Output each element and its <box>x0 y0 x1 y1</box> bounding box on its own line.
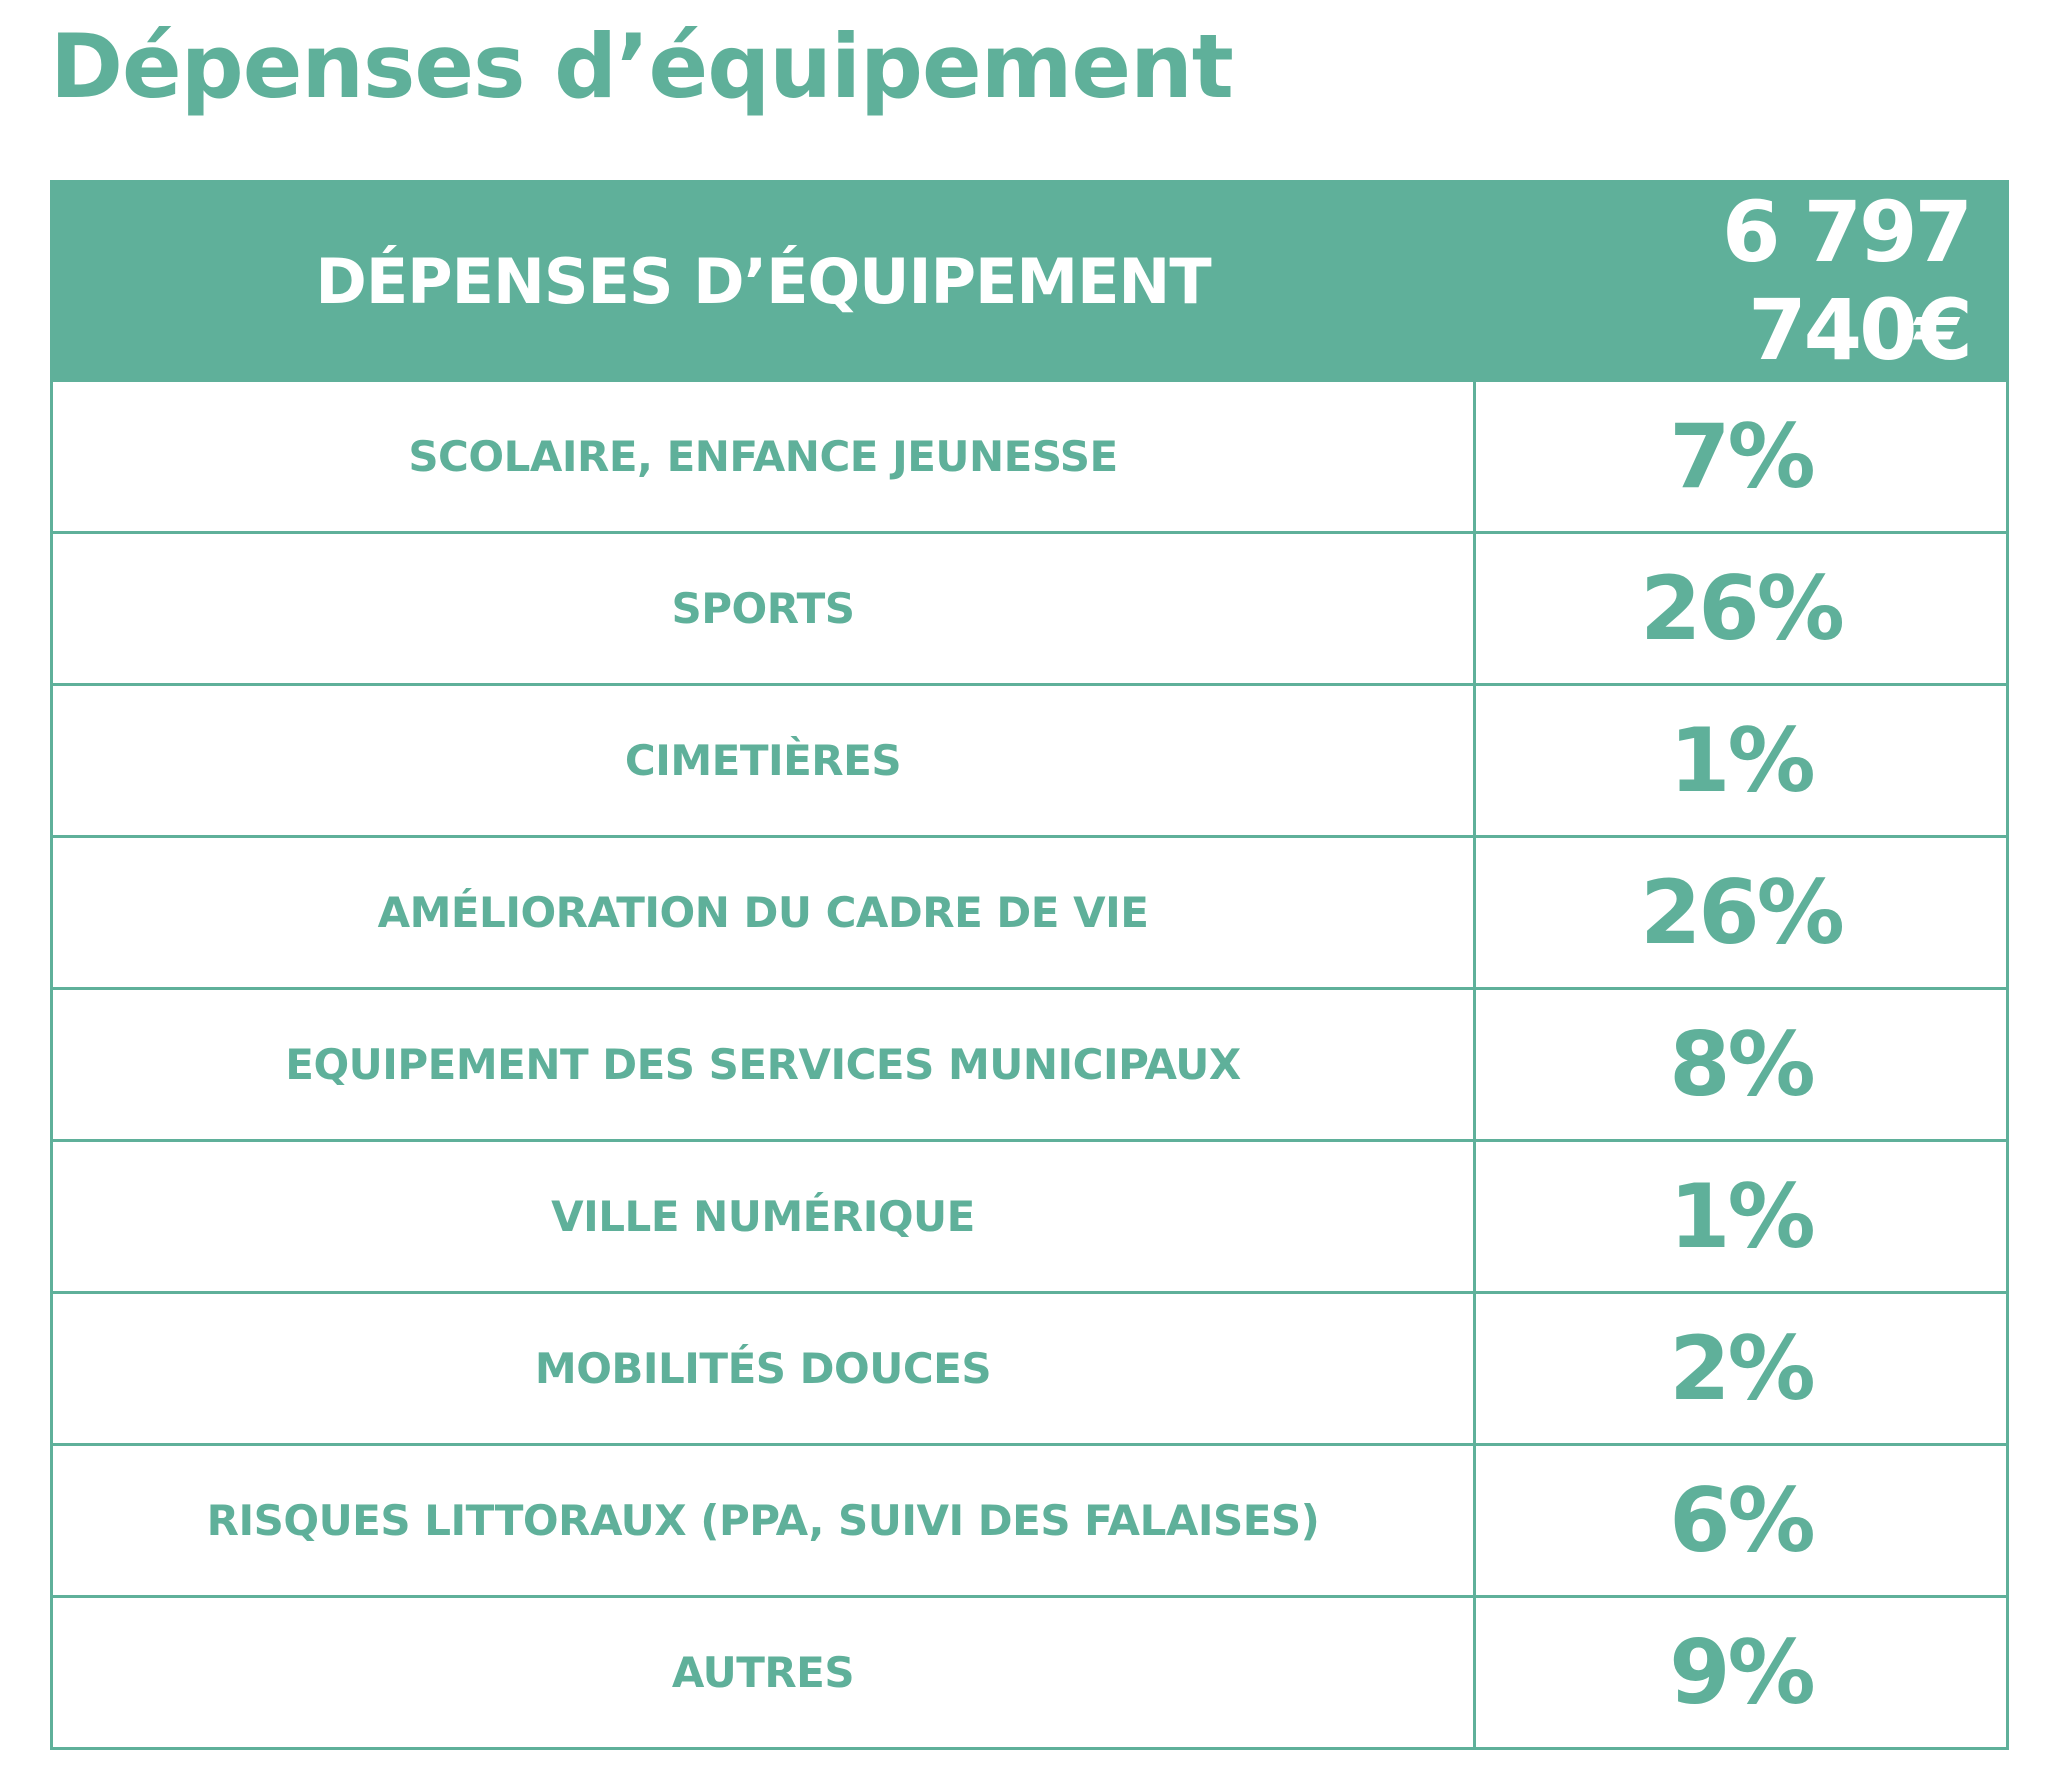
row-category: EQUIPEMENT DES SERVICES MUNICIPAUX <box>50 987 1476 1142</box>
row-category: SCOLAIRE, ENFANCE JEUNESSE <box>50 379 1476 534</box>
table-body: SCOLAIRE, ENFANCE JEUNESSE 7% SPORTS 26%… <box>50 379 2009 1750</box>
row-category: RISQUES LITTORAUX (PPA, SUIVI DES FALAIS… <box>50 1443 1476 1598</box>
row-share: 6% <box>1473 1443 2009 1598</box>
header-label: DÉPENSES D’ÉQUIPEMENT <box>50 180 1476 382</box>
row-category: SPORTS <box>50 531 1476 686</box>
table-row: SPORTS 26% <box>50 531 2009 686</box>
row-share: 26% <box>1473 835 2009 990</box>
row-share: 1% <box>1473 1139 2009 1294</box>
page-title: Dépenses d’équipement <box>50 15 1234 118</box>
table-row: AMÉLIORATION DU CADRE DE VIE 26% <box>50 835 2009 990</box>
row-category: AUTRES <box>50 1595 1476 1750</box>
row-share: 1% <box>1473 683 2009 838</box>
table-row: CIMETIÈRES 1% <box>50 683 2009 838</box>
row-category: CIMETIÈRES <box>50 683 1476 838</box>
table-row: SCOLAIRE, ENFANCE JEUNESSE 7% <box>50 379 2009 534</box>
table-row: RISQUES LITTORAUX (PPA, SUIVI DES FALAIS… <box>50 1443 2009 1598</box>
spending-table-container: DÉPENSES D’ÉQUIPEMENT 6 797 740€ SCOLAIR… <box>50 180 2009 1750</box>
row-share: 2% <box>1473 1291 2009 1446</box>
row-category: AMÉLIORATION DU CADRE DE VIE <box>50 835 1476 990</box>
row-share: 8% <box>1473 987 2009 1142</box>
row-share: 7% <box>1473 379 2009 534</box>
spending-table: DÉPENSES D’ÉQUIPEMENT 6 797 740€ SCOLAIR… <box>50 180 2009 1750</box>
row-share: 9% <box>1473 1595 2009 1750</box>
table-row: EQUIPEMENT DES SERVICES MUNICIPAUX 8% <box>50 987 2009 1142</box>
row-category: MOBILITÉS DOUCES <box>50 1291 1476 1446</box>
table-row: MOBILITÉS DOUCES 2% <box>50 1291 2009 1446</box>
row-category: VILLE NUMÉRIQUE <box>50 1139 1476 1294</box>
row-share: 26% <box>1473 531 2009 686</box>
table-row: VILLE NUMÉRIQUE 1% <box>50 1139 2009 1294</box>
header-total: 6 797 740€ <box>1473 180 2009 382</box>
table-row: AUTRES 9% <box>50 1595 2009 1750</box>
table-header: DÉPENSES D’ÉQUIPEMENT 6 797 740€ <box>50 180 2009 382</box>
header-row: DÉPENSES D’ÉQUIPEMENT 6 797 740€ <box>50 180 2009 382</box>
